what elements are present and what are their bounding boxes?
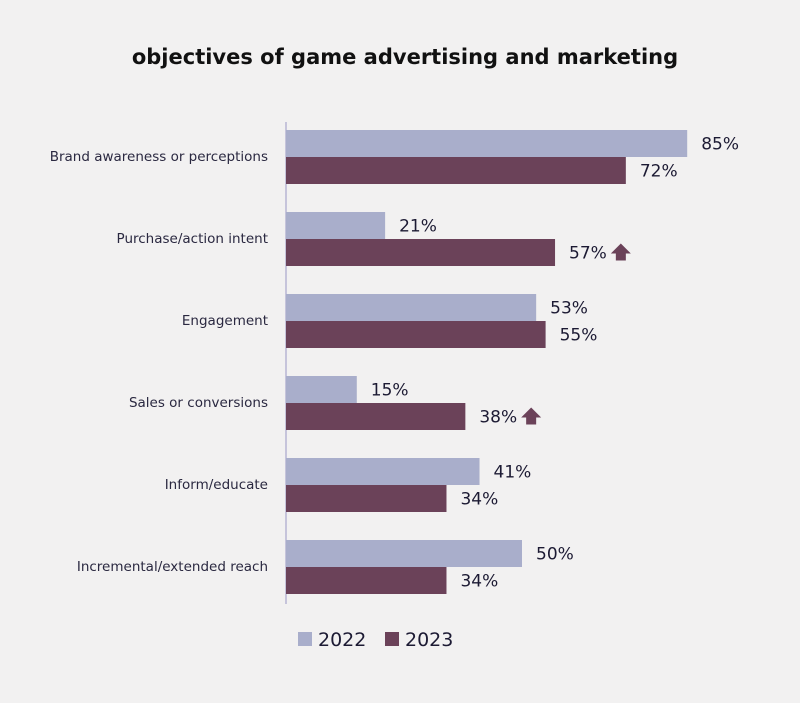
bars-group: Brand awareness or perceptions 85% 72% Purc… (50, 130, 739, 594)
category-label: Brand awareness or perceptions (50, 149, 268, 165)
value-label: 85% (701, 135, 739, 155)
bar-2022-1 (286, 212, 386, 239)
bar-2023-3 (286, 403, 466, 430)
bar-2023-5 (286, 567, 447, 594)
legend-swatch-2023 (385, 632, 399, 646)
bar-2022-3 (286, 376, 357, 403)
chart-title: objectives of game advertising and marke… (132, 45, 678, 69)
bar-2023-4 (286, 485, 447, 512)
legend: 2022 2023 (298, 629, 453, 651)
value-label: 21% (399, 217, 437, 237)
legend-swatch-2022 (298, 632, 312, 646)
value-label: 34% (460, 572, 498, 592)
category-label: Purchase/action intent (117, 231, 268, 247)
value-label: 15% (371, 381, 409, 401)
bar-2022-0 (286, 130, 688, 157)
category-label: Sales or conversions (129, 395, 268, 411)
value-label: 53% (550, 299, 588, 319)
legend-label: 2022 (318, 629, 366, 651)
bar-2023-2 (286, 321, 546, 348)
bar-2023-0 (286, 157, 626, 184)
bar-2022-2 (286, 294, 537, 321)
bar-2023-1 (286, 239, 556, 266)
legend-label: 2023 (405, 629, 453, 651)
up-arrow-icon (521, 407, 542, 425)
bar-2022-5 (286, 540, 522, 567)
value-label: 34% (460, 490, 498, 510)
category-label: Engagement (182, 313, 268, 329)
value-label: 57% (569, 244, 607, 264)
category-label: Incremental/extended reach (77, 559, 268, 575)
value-label: 41% (494, 463, 532, 483)
value-label: 50% (536, 545, 574, 565)
category-label: Inform/educate (165, 477, 268, 493)
bar-2022-4 (286, 458, 480, 485)
value-label: 72% (640, 162, 678, 182)
value-label: 55% (560, 326, 598, 346)
value-label: 38% (479, 408, 517, 428)
up-arrow-icon (610, 243, 631, 261)
